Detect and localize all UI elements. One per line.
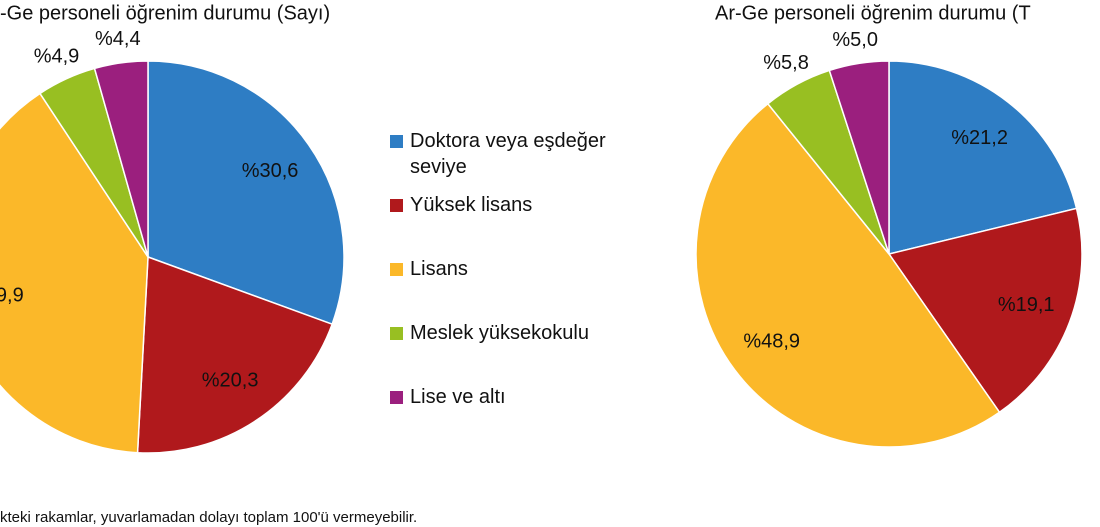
pie-slice: [887, 207, 1083, 414]
data-label: %4,4: [95, 28, 141, 50]
chart-title: Ar-Ge personeli öğrenim durumu (T: [715, 2, 1031, 24]
legend-swatch: [390, 135, 403, 148]
data-label: %19,1: [998, 294, 1055, 316]
legend-item: Yüksek lisans: [390, 192, 660, 256]
legend-label: Meslek yüksekokulu: [410, 322, 589, 344]
pie-slice: [147, 60, 345, 326]
legend-swatch: [390, 327, 403, 340]
legend-item: Lisans: [390, 256, 660, 320]
legend-label: Doktora veya eşdeğer seviye: [410, 130, 606, 178]
footnote: kteki rakamlar, yuvarlamadan dolayı topl…: [0, 509, 417, 526]
data-label: 39,9: [0, 284, 24, 306]
legend-label: Lise ve altı: [410, 386, 506, 408]
legend-item: Lise ve altı: [390, 384, 660, 448]
legend-item: Doktora veya eşdeğer seviye: [390, 128, 660, 192]
legend-label: Yüksek lisans: [410, 194, 533, 216]
data-label: %48,9: [743, 330, 800, 352]
pie-slice: [888, 60, 1078, 255]
legend-swatch: [390, 391, 403, 404]
pie-slice: [695, 102, 1001, 448]
data-label: %20,3: [202, 370, 259, 392]
pie-slice: [136, 255, 334, 454]
data-label: %21,2: [951, 127, 1008, 149]
pie-slice: [0, 92, 149, 454]
legend-swatch: [390, 199, 403, 212]
legend-swatch: [390, 263, 403, 276]
legend-item: Meslek yüksekokulu: [390, 320, 660, 384]
legend-label: Lisans: [410, 258, 468, 280]
legend: Doktora veya eşdeğer seviye Yüksek lisans…: [390, 128, 660, 448]
data-label: %4,9: [34, 46, 80, 68]
pie-slice: [828, 60, 890, 255]
data-label: %5,0: [832, 29, 878, 51]
chart-title: -Ge personeli öğrenim durumu (Sayı): [0, 2, 330, 24]
data-label: %5,8: [763, 52, 809, 74]
data-label: %30,6: [242, 160, 299, 182]
pie-slice: [93, 60, 149, 258]
